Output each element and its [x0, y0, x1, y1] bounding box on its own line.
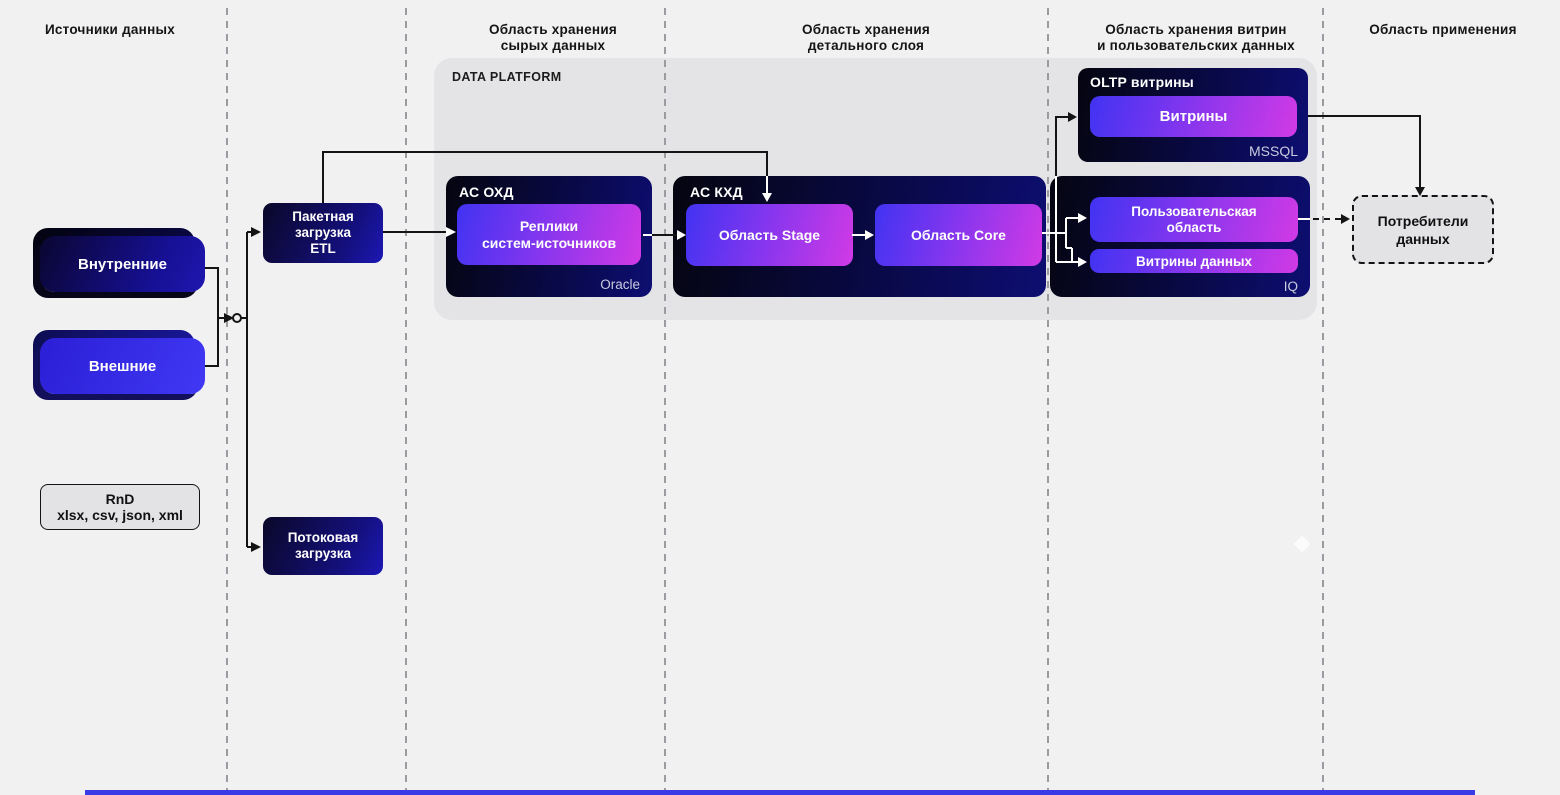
- iq-label: IQ: [1283, 279, 1298, 294]
- core-area-node: Область Core: [875, 204, 1042, 266]
- user-area-node: Пользовательская область: [1090, 197, 1298, 242]
- column-header-marts: Область хранения витрин и пользовательск…: [1097, 22, 1295, 53]
- column-divider: [405, 8, 407, 795]
- data-platform-label: DATA PLATFORM: [452, 70, 562, 84]
- source-replicas-node: Реплики систем-источников: [457, 204, 641, 265]
- batch-etl-node: Пакетная загрузка ETL: [263, 203, 383, 263]
- rnd-formats: xlsx, csv, json, xml: [57, 507, 183, 523]
- iq-container: Пользовательская область Витрины данных …: [1050, 176, 1310, 297]
- external-sources-node: Внешние: [40, 338, 205, 394]
- oracle-label: Oracle: [600, 277, 640, 292]
- rnd-node: RnD xlsx, csv, json, xml: [40, 484, 200, 530]
- oltp-container: OLTP витрины Витрины MSSQL: [1078, 68, 1308, 162]
- data-marts-node: Витрины данных: [1090, 249, 1298, 273]
- column-divider: [664, 8, 666, 795]
- column-divider: [226, 8, 228, 795]
- as-ohd-title: АС ОХД: [459, 184, 514, 200]
- stage-area-node: Область Stage: [686, 204, 853, 266]
- column-header-sources: Источники данных: [44, 22, 176, 37]
- oltp-title: OLTP витрины: [1090, 74, 1194, 90]
- as-khd-container: АС КХД Область Stage Область Core: [673, 176, 1046, 297]
- column-header-raw-storage: Область хранения сырых данных: [488, 22, 617, 53]
- internal-sources-node: Внутренние: [40, 236, 205, 292]
- mssql-label: MSSQL: [1248, 143, 1298, 159]
- stream-load-node: Потоковая загрузка: [263, 517, 383, 575]
- sparkle-icon: [1293, 535, 1311, 553]
- rnd-title: RnD: [105, 491, 135, 507]
- column-divider: [1322, 8, 1324, 795]
- column-header-detail-layer: Область хранения детального слоя: [801, 22, 930, 53]
- bottom-accent-bar: [85, 790, 1475, 795]
- column-header-application: Область применения: [1369, 22, 1517, 37]
- column-divider: [1047, 8, 1049, 795]
- oltp-marts-node: Витрины: [1090, 96, 1297, 137]
- as-khd-title: АС КХД: [690, 184, 743, 200]
- data-consumers-node: Потребители данных: [1352, 195, 1494, 264]
- as-ohd-container: АС ОХД Реплики систем-источников Oracle: [446, 176, 652, 297]
